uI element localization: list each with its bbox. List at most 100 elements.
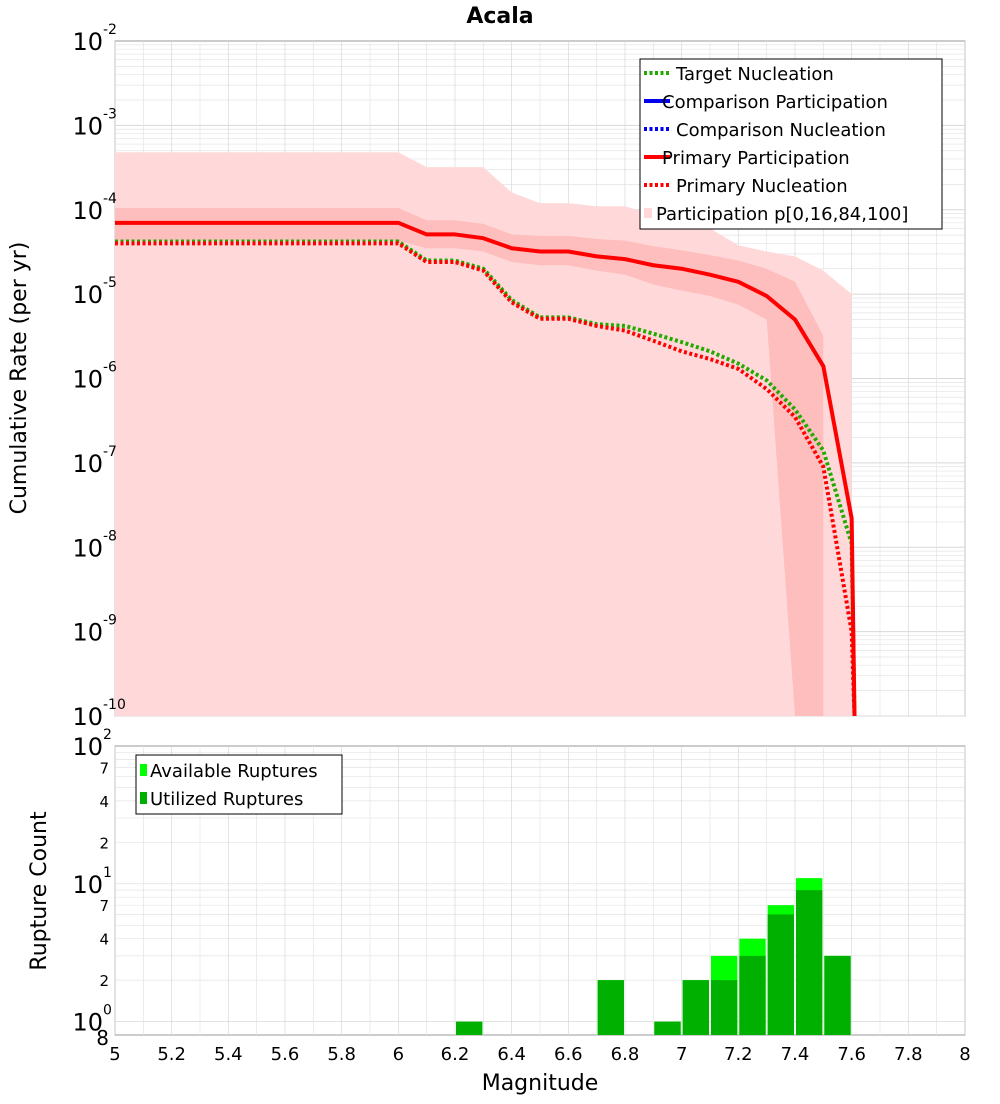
chart-title: Acala (466, 4, 533, 29)
y-tick-base: 10 (72, 871, 103, 899)
y-tick-base: 10 (72, 281, 103, 309)
rate-panel: 10-210-310-410-510-610-710-810-910-10 Cu… (7, 22, 966, 731)
y-tick-base: 10 (72, 197, 103, 225)
y-tick-exponent: -8 (103, 528, 117, 544)
y-tick-label: 10 -6 (72, 360, 117, 394)
count-y-axis-label: Rupture Count (27, 811, 52, 971)
y-tick-minor: 4 (99, 931, 109, 949)
y-tick-minor: 2 (99, 834, 109, 852)
x-tick-label: 7.6 (837, 1044, 866, 1065)
y-tick-minor: 7 (99, 759, 109, 777)
count-legend-box (135, 754, 343, 815)
legend-label-participation-p-0-16-84-100: Participation p[0,16,84,100] (656, 204, 908, 225)
y-tick-label: 10 -5 (72, 275, 117, 309)
utilized-ruptures-bar (456, 1021, 483, 1035)
y-tick-label: 10 -3 (72, 106, 117, 140)
primary-participation-line (115, 220, 857, 717)
y-tick-exponent: -2 (103, 22, 117, 38)
y-tick-base: 10 (72, 366, 103, 394)
y-tick-label: 10 -10 (72, 697, 125, 731)
utilized-ruptures-bar (654, 1021, 681, 1035)
x-tick-label: 5.4 (214, 1044, 243, 1065)
y-tick-label: 10 -7 (72, 444, 117, 478)
y-tick-base: 10 (72, 733, 103, 761)
y-tick-label: 10 -9 (72, 613, 117, 647)
y-tick-label: 7 (99, 897, 109, 915)
rate-legend-box (639, 58, 943, 230)
y-tick-exponent: -4 (103, 191, 117, 207)
x-tick-label: 6 (393, 1044, 404, 1065)
y-tick-exponent: 1 (103, 865, 112, 881)
y-tick-label: 10 2 (72, 727, 111, 761)
rate-legend: Target Nucleation Comparison Participatio… (639, 58, 943, 230)
y-tick-label: 10 -8 (72, 528, 117, 562)
legend-label-available-ruptures: Available Ruptures (150, 761, 318, 782)
x-tick-label: 7.8 (894, 1044, 923, 1065)
y-tick-base: 10 (72, 1009, 103, 1037)
x-axis-label: Magnitude (482, 1071, 599, 1096)
y-tick-label: 4 (99, 793, 109, 811)
x-tick-label: 7.2 (724, 1044, 753, 1065)
primary-nucleation-line (115, 241, 857, 717)
y-tick-minor: 4 (99, 793, 109, 811)
x-tick-label: 7.4 (781, 1044, 810, 1065)
x-tick-labels: 5 5.2 5.4 5.6 5.8 6 6.2 6.4 6.6 6.8 7 7.2 7.4 7.6 7.8 8 (109, 1044, 970, 1065)
y-tick-base: 10 (72, 619, 103, 647)
y-tick-base: 10 (72, 534, 103, 562)
legend-label-primary-participation: Primary Participation (662, 148, 850, 169)
count-bars (456, 878, 851, 1035)
x-tick-label: 5.2 (157, 1044, 186, 1065)
legend-label-utilized-ruptures: Utilized Ruptures (150, 789, 303, 810)
y-tick-label: 10 -2 (72, 22, 117, 56)
utilized-ruptures-bar (739, 955, 766, 1035)
x-tick-label: 5 (109, 1044, 120, 1065)
y-tick-minor: 7 (99, 897, 109, 915)
x-tick-label: 5.6 (271, 1044, 300, 1065)
y-tick-exponent: -3 (103, 106, 117, 122)
x-tick-label: 7 (676, 1044, 687, 1065)
participation-bands (115, 152, 852, 716)
x-tick-label: 6.4 (497, 1044, 526, 1065)
y-tick-exponent: -9 (103, 613, 117, 629)
legend-label-comparison-nucleation: Comparison Nucleation (676, 120, 886, 141)
y-tick-label: 10 -4 (72, 191, 117, 225)
legend-swatch-participation-p-0-16-84-100 (644, 208, 652, 218)
y-tick-base: 10 (72, 703, 103, 731)
y-tick-minor: 2 (99, 972, 109, 990)
legend-swatch-utilized-ruptures (140, 792, 147, 804)
utilized-ruptures-bar (597, 980, 624, 1035)
count-legend: Available Ruptures Utilized Ruptures (135, 754, 343, 815)
legend-label-comparison-participation: Comparison Participation (662, 92, 888, 113)
y-tick-label: 10 0 (72, 1003, 111, 1037)
y-tick-exponent: 0 (103, 1003, 112, 1019)
y-tick-exponent: -10 (103, 697, 126, 713)
x-tick-label: 8 (959, 1044, 970, 1065)
utilized-ruptures-bar (767, 914, 794, 1035)
utilized-ruptures-bar (711, 980, 738, 1035)
utilized-ruptures-bar (796, 890, 823, 1035)
x-tick-label: 5.8 (327, 1044, 356, 1065)
y-tick-label: 4 (99, 931, 109, 949)
y-tick-base: 10 (72, 112, 103, 140)
y-tick-minor: 8 (96, 1026, 109, 1050)
rate-series-lines (115, 220, 857, 717)
y-tick-exponent: -6 (103, 360, 117, 376)
y-tick-label: 2 (99, 972, 109, 990)
y-tick-label: 10 1 (72, 865, 111, 899)
y-tick-exponent: -7 (103, 444, 117, 460)
legend-swatch-available-ruptures (140, 764, 147, 776)
x-tick-label: 6.2 (441, 1044, 470, 1065)
participation-band-p0-p100 (115, 152, 852, 716)
x-tick-label: 6.8 (611, 1044, 640, 1065)
legend-label-primary-nucleation: Primary Nucleation (676, 176, 848, 197)
y-tick-base: 10 (72, 28, 103, 56)
y-tick-label: 8 (96, 1026, 109, 1050)
utilized-ruptures-bar (682, 980, 709, 1035)
y-tick-exponent: -5 (103, 275, 117, 291)
y-tick-exponent: 2 (103, 727, 112, 743)
y-tick-base: 10 (72, 450, 103, 478)
